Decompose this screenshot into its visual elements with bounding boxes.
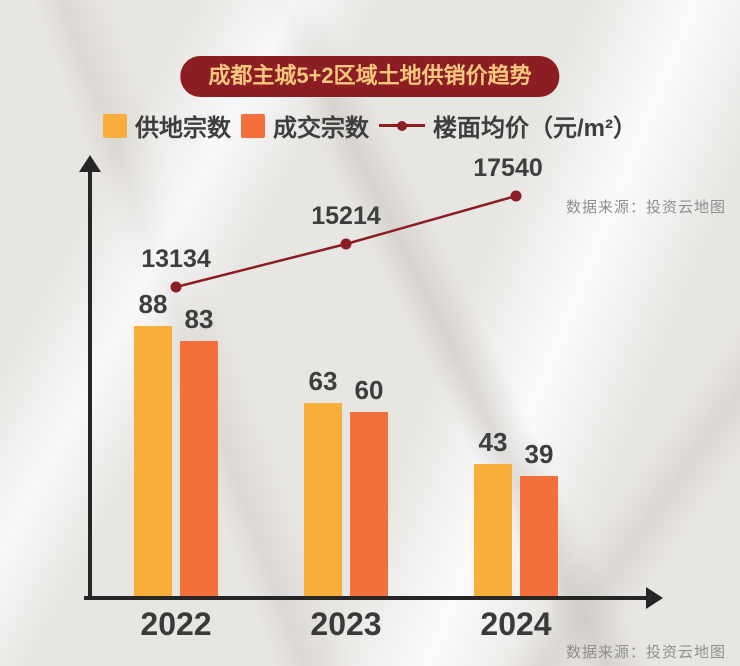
price-value-2024: 17540 <box>473 154 543 182</box>
price-value-2022: 13134 <box>141 245 211 273</box>
legend-item-supply: 供地宗数 <box>103 108 231 143</box>
x-axis <box>84 596 648 600</box>
price-line-swatch-icon <box>379 114 425 138</box>
legend: 供地宗数 成交宗数 楼面均价（元/m²） <box>0 108 740 143</box>
deal-bar-value-2022: 83 <box>184 304 214 334</box>
supply-bar-2023 <box>304 403 342 596</box>
deal-swatch-icon <box>241 113 265 138</box>
deal-bar-2022 <box>180 341 218 596</box>
x-axis-label-2024: 2024 <box>480 606 552 642</box>
supply-swatch-icon <box>103 113 127 138</box>
x-axis-arrow-icon <box>646 587 663 609</box>
legend-item-deal: 成交宗数 <box>241 108 369 143</box>
supply-bar-value-2024: 43 <box>478 427 508 457</box>
chart-title: 成都主城5+2区域土地供销价趋势 <box>208 63 532 88</box>
price-line-swatch-dot <box>397 120 407 131</box>
supply-bar-value-2022: 88 <box>138 289 168 319</box>
legend-label-supply: 供地宗数 <box>135 115 231 142</box>
price-point-2024 <box>510 190 522 202</box>
y-axis <box>88 170 92 600</box>
x-axis-label-2023: 2023 <box>310 606 382 642</box>
supply-bar-value-2023: 63 <box>308 366 338 396</box>
x-axis-label-2022: 2022 <box>140 606 212 642</box>
supply-bar-2024 <box>474 464 512 596</box>
deal-bar-2024 <box>520 476 558 596</box>
legend-label-price: 楼面均价（元/m²） <box>433 115 637 142</box>
y-axis-arrow-icon <box>79 155 101 172</box>
source-note-top: 数据来源：投资云地图 <box>565 199 726 216</box>
deal-bar-value-2024: 39 <box>524 439 554 469</box>
title-badge: 成都主城5+2区域土地供销价趋势 <box>180 56 560 97</box>
deal-bar-2023 <box>350 412 388 596</box>
legend-item-price: 楼面均价（元/m²） <box>379 108 637 143</box>
source-note-bottom: 数据来源：投资云地图 <box>565 644 726 661</box>
price-value-2023: 15214 <box>311 202 381 230</box>
price-point-2023 <box>340 238 352 250</box>
supply-bar-2022 <box>134 326 172 596</box>
legend-label-deal: 成交宗数 <box>273 115 369 142</box>
deal-bar-value-2023: 60 <box>354 375 384 405</box>
